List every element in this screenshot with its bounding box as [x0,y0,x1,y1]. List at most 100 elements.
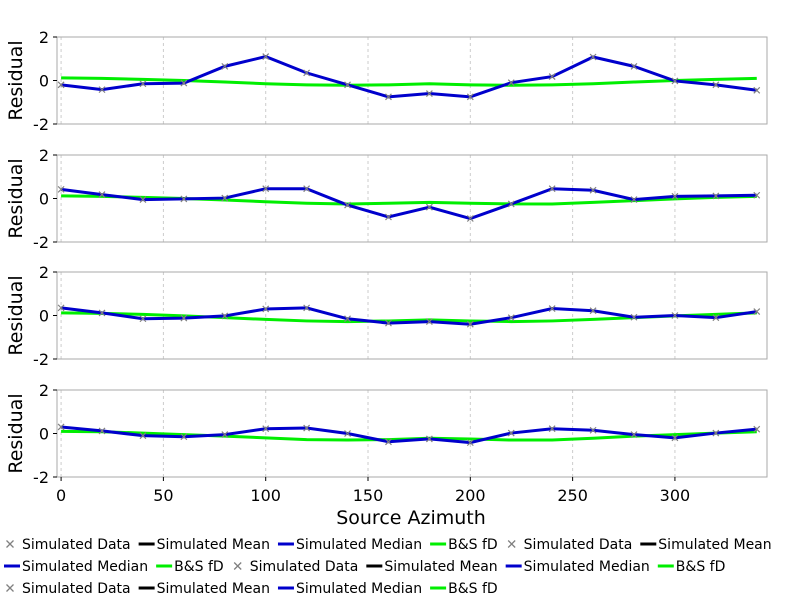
simulated-data-point [344,315,351,323]
simulated-data-point [425,90,433,97]
simulated-data-point [671,434,679,442]
legend-label: B&S fD [448,537,498,553]
legend-item: Simulated Data [6,581,131,597]
y-axis-label: Residual [5,40,27,120]
simulated-data-point [139,80,147,88]
simulated-data-point [57,81,65,89]
legend-label: Simulated Median [296,581,422,597]
simulated-data-point [98,309,106,317]
legend-item: B&S fD [430,581,498,597]
panels: -2 0 2 Residual -2 0 2 Residual -2 0 2 Residual -2 0 2… [5,28,768,505]
simulated-data-point [712,429,720,437]
simulated-data-point [589,186,597,194]
x-tick-label: 250 [557,486,588,505]
simulated-data-point [57,423,65,431]
legend-label: B&S fD [448,581,498,597]
simulated-data-point [712,192,720,200]
simulated-data-point [507,314,515,322]
simulated-data-point [385,93,392,101]
simulated-data-point [57,185,65,193]
simulated-data-point [262,425,270,433]
legend-item: Simulated Mean [640,537,772,553]
x-tick-label: 50 [153,486,173,505]
simulated-data-point [466,439,474,447]
simulated-data-point [98,427,106,435]
simulated-data-point [385,319,392,327]
simulated-data-point [303,424,311,432]
legend-label: Simulated Data [250,559,359,575]
legend-label: Simulated Median [296,537,422,553]
simulated-data-point [548,73,556,81]
simulated-data-point [589,307,597,315]
series-simulated-median-line [60,425,757,445]
simulated-data-point [466,93,474,101]
legend: Simulated Data Simulated Mean Simulated Me… [4,537,772,597]
simulated-data-point [303,69,311,77]
simulated-data-point [385,213,392,221]
x-tick-label: 300 [660,486,691,505]
simulated-data-point [753,425,761,433]
simulated-data-point [548,185,556,193]
legend-item: B&S fD [156,559,224,575]
y-tick-label: 2 [39,146,49,165]
legend-label: Simulated Median [22,559,148,575]
simulated-data-point [507,79,515,87]
simulated-data-point [180,433,188,441]
simulated-data-point [425,203,433,211]
y-tick-label: 2 [39,381,49,400]
y-tick-label: 2 [39,263,49,282]
simulated-data-point [221,431,229,439]
simulated-data-point [589,426,597,434]
y-tick-label: 0 [39,425,49,444]
panel-1: -2 0 2 Residual [5,28,768,134]
simulated-data-point [630,62,638,70]
simulated-data-point [548,425,556,433]
simulated-data-point [180,195,188,203]
legend-item: Simulated Mean [366,559,498,575]
y-tick-label: 2 [39,28,49,47]
simulated-data-point [466,215,474,222]
y-axis-label: Residual [5,275,27,355]
legend-label: Simulated Data [524,537,633,553]
x-axis-label: Source Azimuth [336,507,486,529]
legend-item: Simulated Data [233,559,359,575]
legend-item: Simulated Data [507,537,633,553]
panel-4: -2 0 2 Residual 0 50 100 150 200 250 300 [5,381,768,505]
simulated-data-point [753,191,761,199]
simulated-data-point [630,313,638,321]
legend-label: Simulated Median [524,559,650,575]
simulated-data-point [507,200,515,208]
series-simulated-median-line [60,306,757,326]
simulated-data-point [221,194,229,202]
legend-item: Simulated Median [4,559,148,575]
series-simulated-median-line [60,187,757,221]
legend-item: B&S fD [430,537,498,553]
simulated-data-point [262,53,270,60]
y-axis-label: Residual [5,393,27,473]
simulated-data-point [139,432,147,440]
x-tick-label: 200 [455,486,486,505]
legend-swatch-marker [6,584,14,592]
series-simulated-mean-line [61,55,757,98]
simulated-data-point [712,81,720,89]
y-axis-label: Residual [5,158,27,238]
panel-2: -2 0 2 Residual [5,146,768,252]
simulated-data-point [262,185,270,193]
y-tick-label: 0 [39,190,49,209]
y-tick-label: 0 [39,307,49,326]
simulated-data-point [630,431,638,439]
y-tick-label: -2 [33,233,49,252]
y-tick-label: -2 [33,350,49,369]
legend-item: Simulated Median [505,559,650,575]
y-tick-label: 0 [39,72,49,91]
simulated-data-point [671,77,679,85]
simulated-data-point [221,312,229,320]
legend-swatch-marker [507,540,516,548]
simulated-data-point [589,53,597,61]
simulated-data-point [712,314,720,322]
simulated-data-point [344,81,351,89]
simulated-data-point [753,308,761,316]
legend-label: Simulated Mean [157,581,270,597]
legend-label: Simulated Data [22,537,131,553]
legend-swatch-marker [6,540,14,548]
